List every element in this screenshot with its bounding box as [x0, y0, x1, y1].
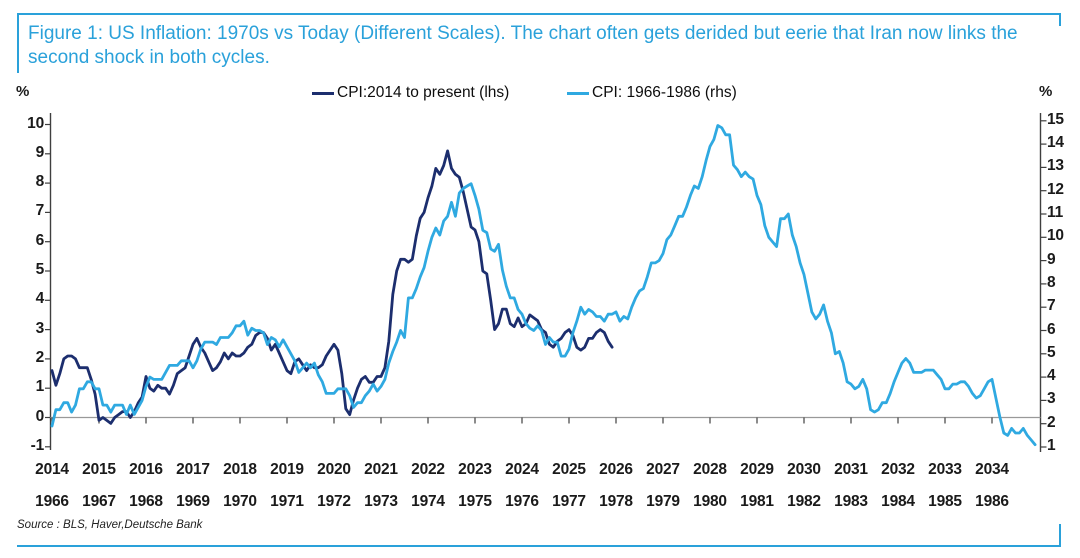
legend-label-cpi-2014-present: CPI:2014 to present (lhs)	[337, 84, 510, 101]
legend-line-swatch-lightblue	[567, 91, 589, 95]
source-note: Source : BLS, Haver,Deutsche Bank	[17, 519, 203, 531]
legend-item-cpi-1966-1986: CPI: 1966-1986 (rhs)	[567, 84, 737, 102]
title-frame-top-line	[17, 13, 1061, 15]
series-line-cpi-2014-present	[50, 149, 614, 425]
bottom-rule	[17, 545, 1061, 547]
legend-item-cpi-2014-present: CPI:2014 to present (lhs)	[312, 84, 509, 102]
chart-legend: CPI:2014 to present (lhs) CPI: 1966-1986…	[0, 84, 1080, 102]
legend-line-swatch-navy	[312, 91, 334, 95]
figure-title: Figure 1: US Inflation: 1970s vs Today (…	[28, 22, 1018, 70]
figure-title-line2: second shock in both cycles.	[28, 47, 270, 68]
figure-title-line1: Figure 1: US Inflation: 1970s vs Today (…	[28, 23, 1018, 44]
bottom-rule-right-tick	[1059, 524, 1061, 547]
left-axis-unit-label: %	[16, 83, 30, 100]
title-frame-right-tick	[1059, 13, 1061, 26]
legend-label-cpi-1966-1986: CPI: 1966-1986 (rhs)	[592, 84, 737, 101]
series-line-cpi-1966-1986	[50, 124, 1037, 447]
title-frame-left-line	[17, 13, 19, 73]
right-axis-unit-label: %	[1039, 83, 1053, 100]
